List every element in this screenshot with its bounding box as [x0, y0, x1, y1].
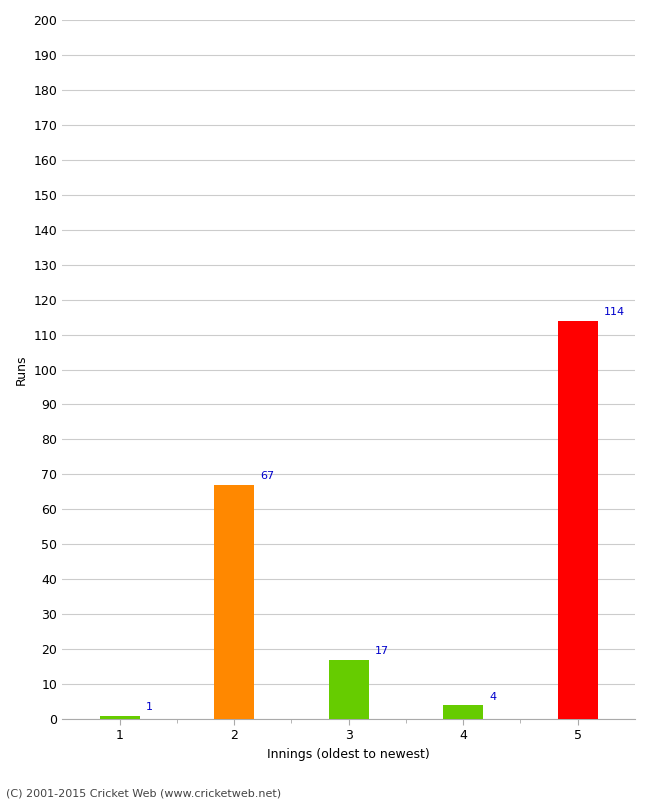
Text: (C) 2001-2015 Cricket Web (www.cricketweb.net): (C) 2001-2015 Cricket Web (www.cricketwe… [6, 788, 281, 798]
Bar [99, 715, 140, 719]
X-axis label: Innings (oldest to newest): Innings (oldest to newest) [267, 748, 430, 761]
Text: 114: 114 [603, 307, 625, 317]
Bar [443, 705, 483, 719]
Bar [558, 321, 598, 719]
Y-axis label: Runs: Runs [15, 354, 28, 385]
Text: 1: 1 [146, 702, 152, 712]
Bar [329, 660, 369, 719]
Text: 4: 4 [489, 691, 496, 702]
Bar [214, 485, 254, 719]
Text: 67: 67 [260, 471, 274, 482]
Text: 17: 17 [374, 646, 389, 656]
